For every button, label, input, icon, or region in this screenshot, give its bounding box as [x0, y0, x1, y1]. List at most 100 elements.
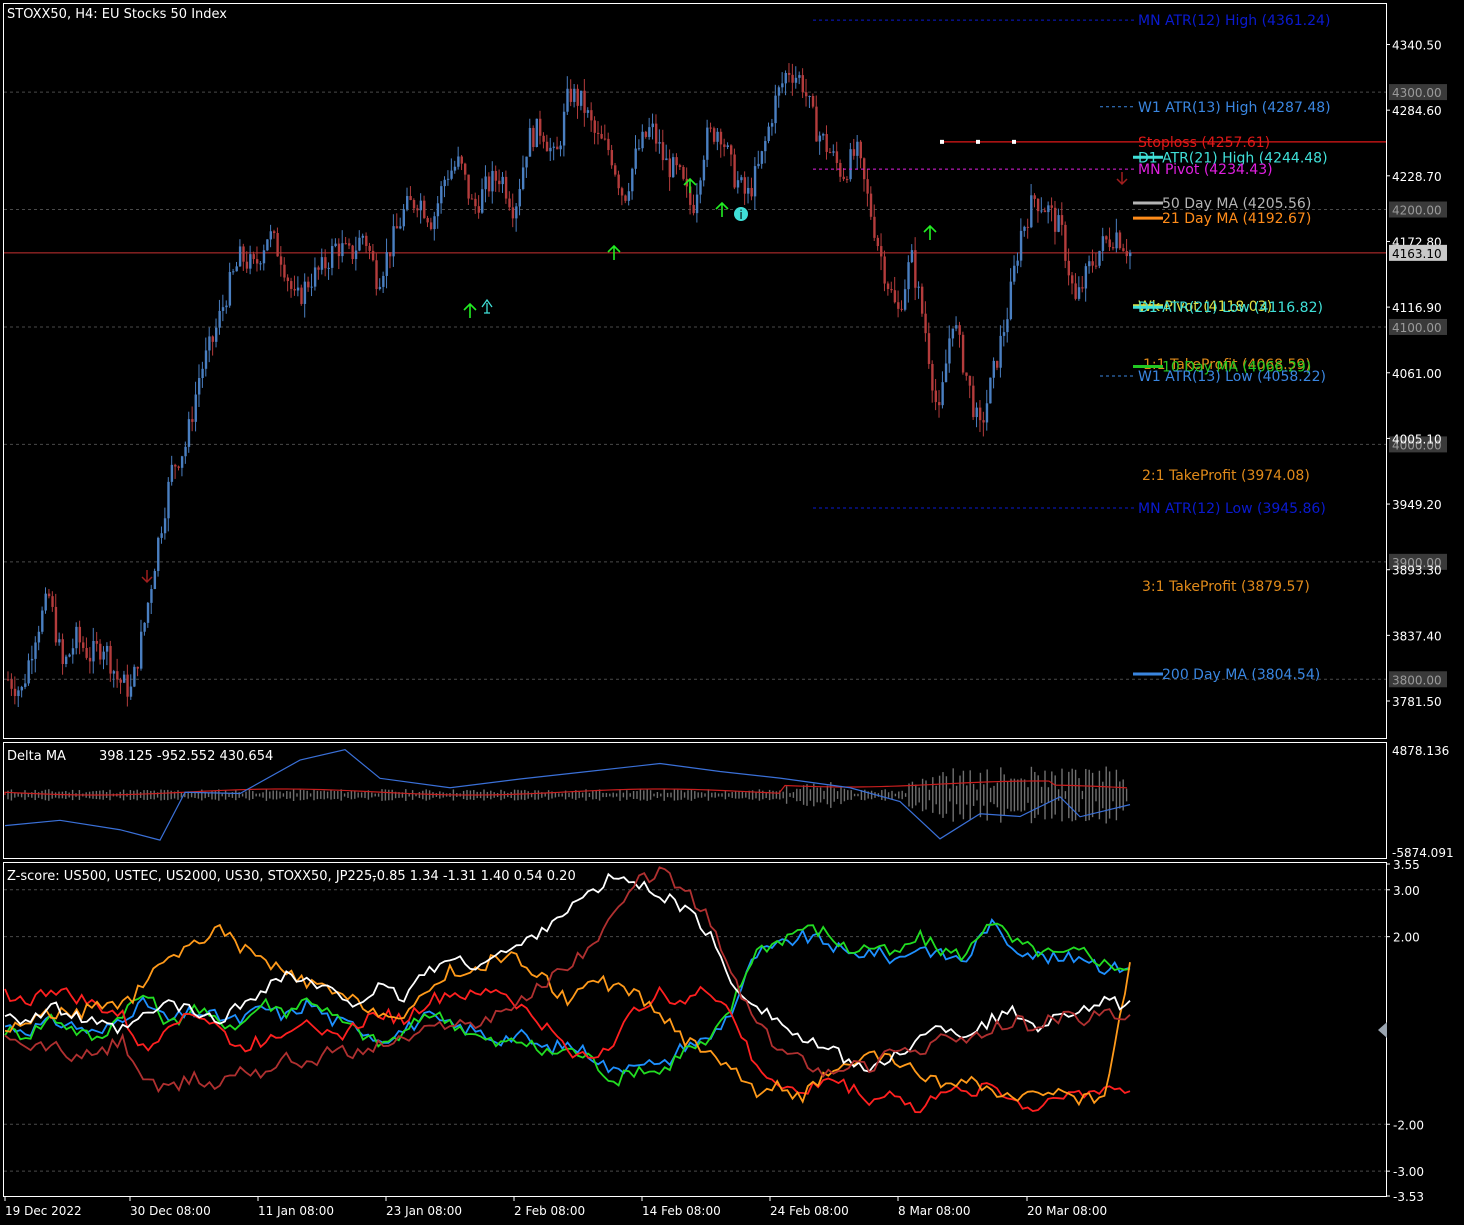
candle-body: [965, 372, 968, 376]
candle-body: [549, 147, 552, 152]
candle-body: [457, 156, 460, 167]
grid-label-box: [1389, 671, 1447, 688]
y-tick-label: 3781.50: [1392, 695, 1442, 709]
candle-body: [938, 402, 941, 406]
candle-body: [24, 683, 27, 687]
candle-body: [637, 148, 641, 150]
candle-body: [348, 243, 351, 246]
y-tick-label: 3837.40: [1392, 629, 1442, 643]
candle-body: [126, 674, 129, 697]
candle-body: [170, 464, 174, 482]
candle-body: [525, 156, 528, 168]
candle-body: [733, 154, 736, 188]
candle-body: [682, 166, 685, 179]
candle-body: [648, 127, 651, 137]
candle-body: [1019, 230, 1023, 261]
candle-body: [491, 170, 494, 192]
candle-body: [30, 658, 34, 661]
indicator-label: 3:1 TakeProfit (3879.57): [1142, 579, 1310, 595]
candle-body: [808, 96, 811, 98]
scroll-marker-icon[interactable]: [1378, 1022, 1387, 1038]
candle-body: [354, 250, 358, 260]
candle-body: [1023, 226, 1026, 231]
buy-arrow-icon: [607, 244, 621, 260]
candle-body: [545, 141, 549, 152]
candle-body: [678, 165, 682, 167]
candle-body: [1064, 224, 1067, 261]
candle-body: [610, 150, 614, 166]
candle-body: [163, 518, 167, 534]
candle-body: [699, 180, 702, 195]
candle-body: [484, 176, 487, 190]
candle-body: [140, 631, 143, 669]
candle-body: [712, 128, 716, 142]
candle-body: [245, 261, 249, 269]
candle-body: [327, 267, 330, 269]
candle-body: [631, 168, 634, 192]
candle-body: [238, 246, 242, 267]
candle-body: [7, 679, 10, 681]
candle-body: [596, 132, 600, 134]
candle-body: [453, 166, 457, 171]
candle-body: [1074, 283, 1077, 299]
candle-body: [521, 167, 525, 190]
candle-body: [890, 288, 893, 291]
candle-body: [736, 180, 740, 188]
sell-arrow-icon: [141, 570, 153, 584]
candle-body: [832, 151, 835, 153]
candle-body: [586, 110, 590, 113]
indicator-label: 200 Day MA (3804.54): [1162, 667, 1320, 683]
candle-body: [225, 305, 228, 308]
candle-body: [371, 250, 375, 261]
candle-body: [293, 288, 296, 291]
candle-body: [71, 648, 75, 655]
candle-body: [1057, 215, 1060, 232]
candle-body: [726, 145, 729, 148]
candle-body: [876, 237, 880, 247]
candle-body: [927, 333, 931, 364]
candle-body: [436, 203, 440, 217]
candle-body: [194, 394, 197, 422]
candle-body: [607, 138, 610, 151]
candle-body: [944, 363, 948, 383]
candle-body: [433, 216, 436, 230]
candle-body: [92, 640, 95, 662]
candle-body: [1091, 261, 1094, 266]
candle-body: [296, 287, 300, 291]
candle-body: [740, 177, 743, 181]
zscore-pane: 3.55 3.00 2.00 -2.00 -3.00 -3.53: [4, 858, 1424, 1204]
candle-body: [556, 146, 559, 150]
y-tick-label: 4061.00: [1392, 367, 1442, 381]
candle-body: [787, 72, 791, 75]
candle-body: [58, 639, 61, 643]
indicator-label: Stoploss (4257.61): [1138, 135, 1270, 151]
candle-body: [617, 174, 620, 189]
z-tick-label: 3.00: [1393, 884, 1420, 898]
candle-body: [590, 110, 593, 121]
candle-body: [1030, 195, 1033, 228]
candle-body: [368, 245, 371, 251]
candle-body: [764, 141, 767, 152]
candle-body: [917, 286, 920, 288]
candle-body: [709, 127, 712, 129]
candle-body: [1081, 287, 1084, 289]
candle-body: [579, 90, 583, 106]
candle-body: [255, 259, 259, 264]
candle-body: [64, 656, 68, 665]
candle-body: [273, 231, 276, 234]
x-tick-label: 11 Jan 08:00: [258, 1204, 334, 1218]
candle-body: [78, 626, 82, 643]
candle-body: [542, 135, 545, 142]
candle-body: [504, 176, 508, 199]
candle-body: [47, 593, 51, 597]
candle-body: [747, 187, 750, 194]
candle-body: [307, 281, 310, 288]
candle-body: [515, 206, 518, 219]
candle-body: [818, 135, 822, 142]
candle-body: [10, 679, 13, 689]
candle-body: [862, 158, 866, 180]
y-tick-label: 4228.70: [1392, 170, 1442, 184]
candle-body: [375, 260, 378, 290]
candle-body: [146, 602, 150, 623]
